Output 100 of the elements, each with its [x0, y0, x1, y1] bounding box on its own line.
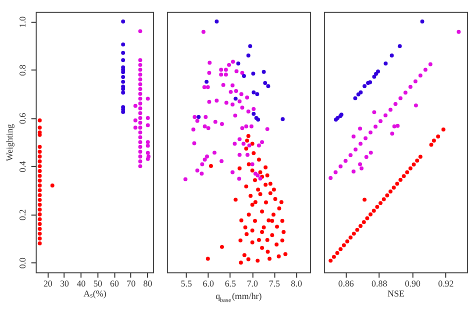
point: [236, 62, 240, 66]
point: [364, 155, 368, 159]
point: [133, 118, 138, 122]
point: [248, 44, 252, 48]
point: [121, 87, 126, 92]
point: [146, 144, 150, 148]
point: [121, 50, 126, 55]
point: [138, 126, 142, 130]
point: [365, 216, 370, 220]
point: [408, 84, 412, 89]
point: [372, 208, 376, 213]
point: [358, 224, 363, 228]
point: [412, 162, 416, 166]
point: [398, 44, 402, 48]
point: [358, 142, 363, 146]
point: [403, 90, 408, 95]
point: [358, 162, 362, 166]
point: [138, 62, 142, 67]
point: [138, 96, 142, 101]
point: [353, 96, 358, 100]
y-tick-label: 0.4: [17, 160, 28, 172]
point: [392, 124, 396, 128]
point: [251, 72, 256, 76]
point: [138, 120, 142, 125]
point: [138, 140, 142, 144]
x-tick-label: 70: [126, 278, 136, 289]
point: [38, 212, 42, 216]
point: [456, 30, 461, 34]
point: [38, 188, 42, 192]
x-tick-label: 7.5: [268, 278, 281, 289]
point: [262, 70, 266, 74]
y-axis-title: Weighting: [4, 124, 14, 162]
point: [436, 134, 440, 139]
x-tick-label: 0.86: [338, 278, 354, 289]
x-tick-label: 30: [60, 278, 70, 289]
point: [415, 158, 420, 163]
point: [388, 108, 392, 112]
point: [138, 77, 142, 82]
point: [138, 106, 142, 110]
point: [38, 144, 42, 149]
point: [242, 74, 246, 78]
point: [252, 90, 256, 94]
point: [138, 29, 142, 34]
point: [121, 58, 126, 62]
point: [360, 166, 364, 170]
point: [146, 140, 150, 144]
x-tick-label: 20: [43, 278, 53, 289]
point: [38, 241, 42, 246]
point: [328, 176, 333, 180]
point: [420, 20, 424, 24]
point: [378, 119, 383, 124]
point: [138, 130, 142, 134]
point: [362, 220, 366, 224]
point: [121, 80, 126, 84]
point: [38, 183, 42, 188]
point: [133, 104, 138, 108]
point: [355, 228, 360, 232]
point: [38, 150, 42, 154]
point: [394, 102, 398, 106]
point: [121, 90, 126, 95]
point: [146, 116, 150, 120]
point: [38, 169, 42, 173]
x-tick-label: 0.92: [438, 278, 454, 289]
point: [38, 232, 42, 236]
point: [38, 208, 42, 212]
point: [280, 117, 285, 122]
point: [338, 247, 343, 252]
point: [342, 243, 346, 248]
point: [368, 212, 373, 216]
point: [362, 84, 367, 88]
point: [38, 202, 42, 207]
point: [252, 112, 256, 116]
point: [146, 96, 150, 101]
x-tick-label: 8.0: [290, 278, 303, 289]
point: [266, 84, 270, 88]
point: [138, 150, 142, 154]
point: [345, 239, 350, 244]
point: [432, 138, 436, 143]
y-tick-label: 1.0: [17, 16, 28, 28]
point: [418, 74, 422, 78]
point: [352, 232, 356, 236]
y-tick-label: 0.2: [17, 209, 28, 220]
point: [384, 113, 388, 118]
point: [372, 110, 376, 114]
x-axis-title: NSE: [388, 288, 405, 299]
x-tick-label: 6.5: [224, 278, 237, 289]
point: [328, 258, 333, 263]
point: [344, 158, 348, 163]
point: [362, 198, 367, 202]
point: [390, 132, 394, 136]
point: [423, 68, 428, 72]
point: [382, 197, 386, 202]
point: [413, 79, 418, 84]
point: [368, 130, 373, 134]
point: [121, 20, 126, 24]
point: [38, 217, 42, 222]
point: [138, 144, 142, 149]
point: [121, 42, 126, 46]
point: [408, 166, 412, 170]
point: [204, 80, 209, 84]
